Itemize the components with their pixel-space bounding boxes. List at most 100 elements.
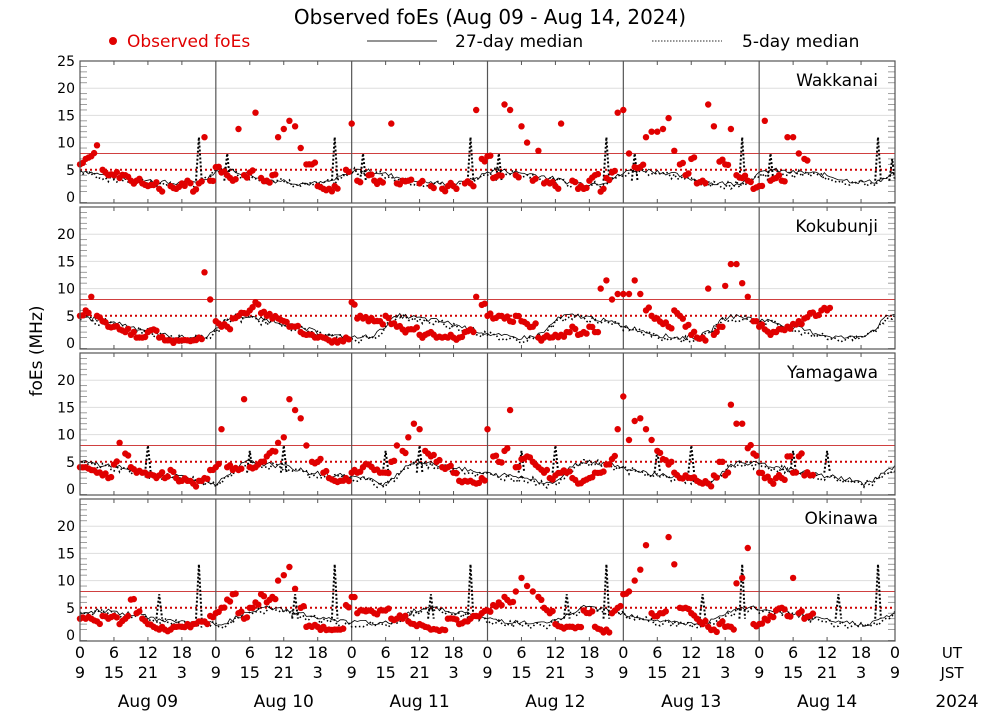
- x-tick-label-ut: 18: [851, 643, 871, 662]
- legend-5day-label: 5-day median: [742, 32, 859, 52]
- x-axis: UT JST 2024 0 6 12 18 0 6 12 18 0 6 12 18 0 6 12 18 0 6 12…: [75, 643, 979, 712]
- observed-point: [804, 157, 811, 164]
- observed-point: [775, 172, 783, 179]
- observed-point: [787, 453, 794, 460]
- observed-point: [719, 156, 726, 163]
- observed-point: [328, 188, 336, 195]
- observed-point: [345, 477, 352, 485]
- y-tick-label: 0: [66, 482, 75, 498]
- observed-point: [153, 179, 160, 186]
- observed-point: [130, 328, 137, 336]
- x-tick-label-jst: 3: [584, 663, 594, 682]
- observed-point: [577, 623, 585, 631]
- x-tick-label-ut: 0: [347, 643, 357, 662]
- panel-yamagawa: 0 5 10 15 20 Yamagawa: [57, 352, 896, 498]
- x-tick-label-jst: 9: [754, 663, 764, 682]
- observed-point: [543, 466, 551, 474]
- observed-point: [209, 177, 217, 185]
- y-tick-label: 0: [66, 336, 75, 352]
- observed-point: [283, 318, 290, 326]
- observed-point: [685, 170, 692, 177]
- observed-point: [648, 128, 655, 135]
- observed-point: [679, 315, 686, 322]
- median-5day-spike: [359, 153, 367, 181]
- observed-point: [130, 595, 137, 603]
- panels: 0 5 10 15 20 25 Wakkanai 0 5 10 15 20 Kokubunji 0 5 10 1…: [57, 54, 896, 644]
- median-5day-spike: [602, 137, 611, 181]
- observed-point: [702, 337, 709, 344]
- observed-point: [334, 185, 341, 192]
- observed-point: [498, 602, 505, 609]
- observed-point: [733, 420, 740, 427]
- observed-point: [606, 629, 613, 636]
- observed-point: [719, 618, 726, 625]
- observed-point: [608, 296, 616, 303]
- observed-point: [702, 617, 709, 625]
- observed-point: [498, 459, 505, 466]
- median-5day-spike: [874, 137, 882, 181]
- station-name: Okinawa: [805, 509, 878, 529]
- observed-point: [506, 406, 514, 414]
- observed-point: [611, 452, 618, 460]
- x-tick-label-ut: 0: [211, 643, 221, 662]
- observed-point: [668, 458, 675, 465]
- observed-point: [303, 442, 310, 449]
- y-tick-label: 0: [66, 190, 75, 206]
- observed-point: [648, 436, 655, 444]
- observed-point: [458, 333, 466, 341]
- observed-point: [512, 588, 519, 595]
- observed-point: [741, 172, 749, 179]
- observed-point: [707, 483, 715, 490]
- median-5day-spike: [562, 594, 571, 619]
- observed-point: [532, 175, 539, 182]
- x-tick-label-ut: 0: [890, 643, 900, 662]
- observed-point: [620, 106, 627, 114]
- observed-point: [113, 168, 121, 176]
- observed-point: [753, 452, 760, 459]
- x-tick-label-ut: 6: [788, 643, 798, 662]
- observed-point: [410, 420, 418, 427]
- x-day-label: Aug 10: [254, 692, 314, 712]
- x-tick-label-jst: 3: [177, 663, 187, 682]
- observed-point: [345, 336, 352, 343]
- x-day-label: Aug 12: [525, 692, 585, 712]
- observed-point: [473, 293, 480, 300]
- x-day-label: Aug 14: [797, 692, 857, 712]
- observed-point: [351, 593, 358, 601]
- observed-point: [625, 290, 633, 298]
- x-tick-label-jst: 15: [511, 663, 531, 682]
- observed-point: [727, 260, 735, 268]
- observed-point: [475, 479, 483, 487]
- x-day-label: Aug 09: [118, 692, 178, 712]
- observed-point: [665, 114, 672, 122]
- observed-point: [345, 604, 352, 611]
- observed-point: [291, 406, 299, 414]
- median-5day-spike: [766, 153, 775, 181]
- observed-point: [566, 468, 573, 475]
- x-tick-label-ut: 12: [545, 643, 565, 662]
- observed-point: [758, 620, 766, 627]
- observed-point: [631, 417, 638, 425]
- panel-okinawa: 0 5 10 15 20 Okinawa: [57, 498, 896, 644]
- x-tick-label-ut: 0: [618, 643, 628, 662]
- observed-point: [631, 577, 638, 584]
- y-tick-label: 15: [57, 108, 75, 124]
- x-axis-year: 2024: [935, 692, 978, 712]
- x-tick-label-jst: 21: [545, 663, 565, 682]
- observed-point: [368, 171, 375, 178]
- observed-point: [413, 324, 420, 331]
- median-5day-spike: [279, 445, 288, 473]
- observed-point: [116, 439, 123, 446]
- panel-wakkanai: 0 5 10 15 20 25 Wakkanai: [57, 54, 896, 206]
- observed-point: [385, 314, 392, 322]
- x-tick-label-jst: 9: [347, 663, 357, 682]
- x-tick-label-jst: 21: [409, 663, 429, 682]
- observed-point: [402, 449, 409, 457]
- observed-point: [272, 448, 279, 455]
- observed-point: [158, 469, 166, 476]
- observed-point: [286, 117, 293, 125]
- observed-point: [90, 149, 98, 157]
- observed-point: [215, 460, 222, 468]
- observed-point: [733, 580, 740, 587]
- x-tick-label-ut: 6: [245, 643, 255, 662]
